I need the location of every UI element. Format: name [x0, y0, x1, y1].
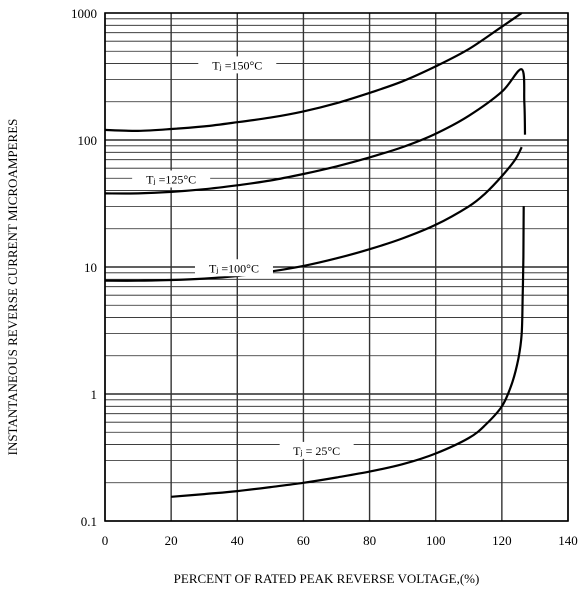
y-tick-label: 100 [78, 133, 98, 148]
x-tick-label: 140 [558, 533, 578, 548]
series-label: Tⱼ =150°C [212, 58, 262, 72]
x-tick-labels: 0 20 40 60 80 100 120 140 [102, 533, 578, 548]
curves [104, 12, 527, 498]
series-label: Tⱼ =100°C [209, 261, 259, 275]
x-tick-label: 60 [297, 533, 310, 548]
series-label-bg [279, 441, 354, 459]
y-tick-label: 1000 [71, 6, 97, 21]
series-line [171, 206, 525, 498]
series-label-bg [132, 170, 211, 188]
curve-labels: Tⱼ =150°C Tⱼ =125°C Tⱼ =100°C Tⱼ = 25°C [132, 56, 354, 459]
y-tick-labels: 0.1 1 10 100 1000 [71, 6, 97, 529]
x-tick-label: 20 [165, 533, 178, 548]
plot-frame [104, 12, 569, 522]
series-line [104, 12, 523, 133]
series-label-bg [198, 56, 277, 74]
y-tick-label: 0.1 [81, 514, 97, 529]
x-tick-label: 100 [426, 533, 446, 548]
minor-grid [105, 18, 568, 484]
x-tick-label: 40 [231, 533, 244, 548]
series-line [104, 146, 523, 282]
y-tick-label: 1 [91, 387, 98, 402]
series-label: Tⱼ = 25°C [293, 444, 340, 458]
x-tick-label: 0 [102, 533, 109, 548]
x-tick-label: 120 [492, 533, 512, 548]
series-label-bg [194, 259, 273, 277]
series-line [104, 68, 527, 195]
y-tick-label: 10 [84, 260, 97, 275]
x-axis-title: PERCENT OF RATED PEAK REVERSE VOLTAGE,(%… [174, 571, 480, 586]
series-label: Tⱼ =125°C [146, 172, 196, 186]
y-axis-title: INSTANTANEOUS REVERSE CURRENT MICROAMPER… [5, 119, 20, 456]
x-tick-label: 80 [363, 533, 376, 548]
